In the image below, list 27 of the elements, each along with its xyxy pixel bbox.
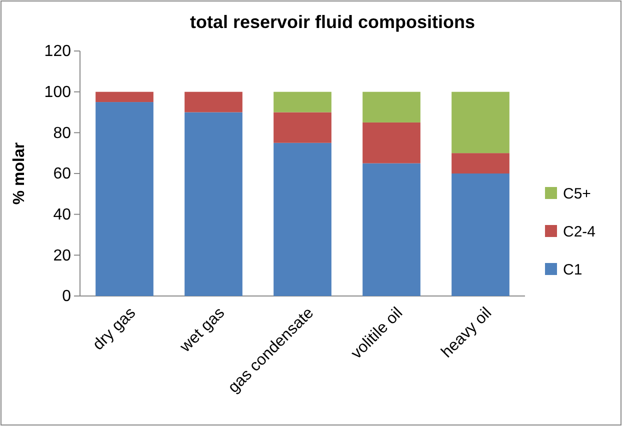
y-axis-title: % molar [11,142,28,205]
bar [362,92,420,122]
bar [274,112,332,143]
bar [362,163,420,296]
legend-label: C2-4 [563,223,596,240]
legend-label: C1 [563,261,582,278]
y-tick-label: 80 [53,124,72,142]
chart-title: total reservoir fluid compositions [190,12,476,32]
y-tick-label: 0 [62,288,72,306]
bar [184,92,242,112]
bar [362,122,420,164]
x-tick-label: dry gas [90,304,140,354]
bar [452,153,510,174]
y-tick-label: 60 [53,166,72,183]
bar [96,102,154,296]
bar [96,92,154,102]
bar [184,112,242,296]
bar [274,142,332,296]
bar [274,92,332,112]
x-tick-label: wet gas [176,304,228,356]
legend-label: C5+ [563,185,592,202]
bar [452,174,510,296]
y-tick-label: 120 [44,43,72,60]
bar [452,92,510,154]
y-tick-label: 40 [53,206,72,224]
y-tick-label: 20 [53,247,72,264]
y-tick-label: 100 [44,84,72,101]
